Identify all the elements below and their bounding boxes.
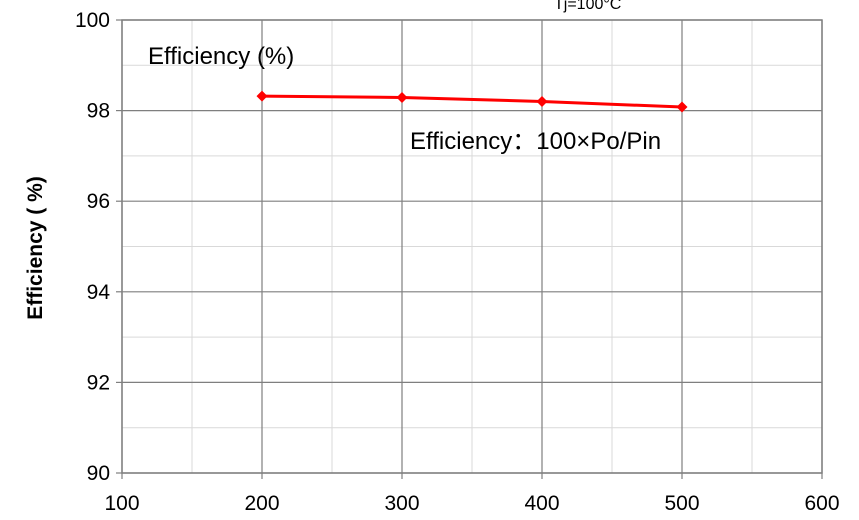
series-layer	[256, 90, 688, 113]
data-point	[676, 101, 688, 113]
y-tick-label: 94	[87, 281, 111, 304]
annotation-efficiency-formula: Efficiency：100×Po/Pin	[410, 128, 661, 155]
data-point	[396, 91, 408, 103]
y-axis-label: Efficiency ( %)	[24, 176, 47, 320]
data-point	[536, 96, 548, 108]
y-tick-label: 96	[87, 190, 110, 213]
plot-frame	[121, 19, 823, 474]
x-tick-label: 300	[384, 492, 419, 515]
y-tick-label: 90	[87, 462, 110, 485]
x-tick-label: 600	[804, 492, 839, 515]
grid-minor	[122, 20, 822, 473]
y-axis-ticks: 90 92 94 96 98 100	[75, 9, 122, 485]
y-tick-label: 98	[87, 100, 110, 123]
condition-label: Tj=100°C	[554, 0, 621, 13]
x-tick-label: 500	[664, 492, 699, 515]
annotation-efficiency-label: Efficiency (%)	[148, 43, 294, 70]
series-line	[261, 94, 683, 109]
x-axis-ticks: 100 200 300 400 500 600	[104, 473, 840, 515]
y-tick-label: 92	[87, 371, 110, 394]
x-tick-label: 100	[104, 492, 139, 515]
data-point	[256, 90, 268, 102]
x-tick-label: 200	[244, 492, 279, 515]
y-tick-label: 100	[75, 9, 110, 32]
x-tick-label: 400	[524, 492, 559, 515]
